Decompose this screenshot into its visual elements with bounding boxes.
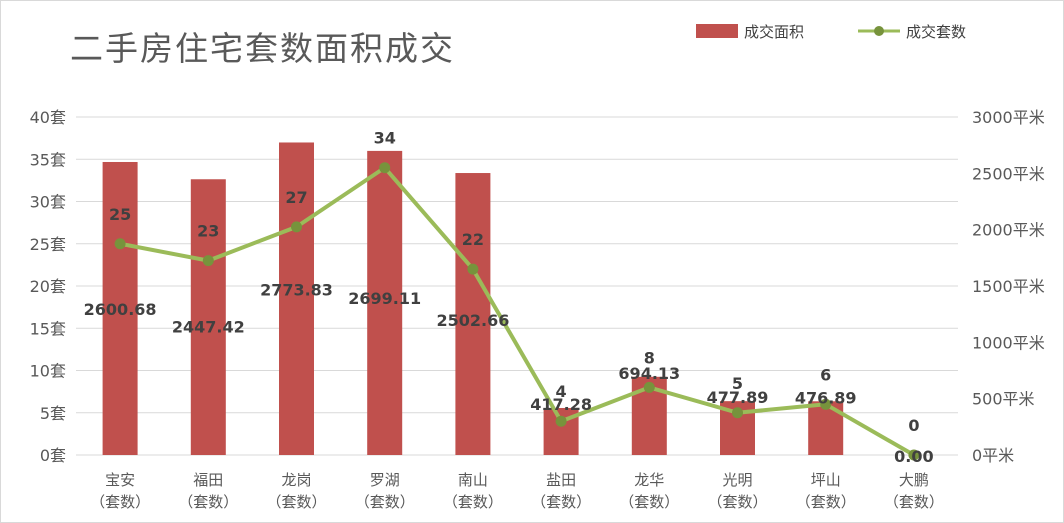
line-count-value-label: 0: [908, 416, 919, 435]
bar-area-value-label: 2773.83: [260, 280, 333, 299]
bar-area: [367, 150, 403, 455]
right-axis: 0平米 500平米 1000平米 1500平米 2000平米 2500平米 3000平米: [972, 108, 1045, 465]
left-axis-tick-label: 10套: [30, 362, 66, 381]
bar-area-value-label: 417.28: [530, 395, 592, 414]
legend-swatch-area: [696, 24, 738, 38]
right-axis-tick-label: 1500平米: [972, 277, 1045, 296]
bar-area-value-label: 476.89: [795, 388, 857, 407]
line-count-point: [114, 238, 126, 250]
line-count-point: [291, 221, 302, 233]
bar-area-value-label: 2447.42: [172, 317, 245, 336]
left-axis-tick-label: 20套: [30, 277, 66, 296]
category-label: 福田: [193, 471, 223, 489]
left-axis-tick-label: 30套: [30, 193, 66, 212]
bar-area-value-label: 2699.11: [348, 289, 421, 308]
line-count-point: [379, 162, 391, 174]
line-layer: [114, 162, 920, 461]
line-count-value-label: 23: [197, 222, 219, 241]
line-count-point: [908, 449, 920, 461]
right-axis-tick-label: 1000平米: [972, 333, 1045, 352]
category-label: 大鹏: [899, 471, 929, 489]
bar-area-value-label: 2502.66: [436, 311, 509, 330]
bars-layer: [102, 142, 844, 456]
category-suffix-label: （套数）: [90, 493, 150, 511]
left-axis-tick-label: 25套: [30, 235, 66, 254]
category-suffix-label: （套数）: [796, 493, 856, 511]
chart-title: 二手房住宅套数面积成交: [70, 29, 455, 68]
legend-label-area: 成交面积: [744, 23, 804, 41]
category-suffix-label: （套数）: [707, 493, 767, 511]
left-axis-tick-label: 15套: [30, 319, 66, 338]
category-label: 盐田: [546, 471, 576, 489]
line-count-point: [467, 263, 479, 275]
left-axis-tick-label: 0套: [40, 446, 66, 465]
bar-area: [279, 142, 314, 456]
category-suffix-label: （套数）: [266, 493, 326, 511]
line-count-value-label: 25: [109, 205, 131, 224]
line-count-value-label: 34: [374, 129, 396, 148]
line-count-value-label: 8: [644, 348, 655, 367]
legend-label-count: 成交套数: [906, 23, 966, 41]
labels-layer: 2600.68 2447.42 2773.83 2699.11 2502.66 417.2…: [84, 129, 934, 466]
category-suffix-label: （套数）: [355, 493, 415, 511]
bar-area: [102, 161, 138, 455]
left-axis: 0套 5套 10套 15套 20套 25套 30套 35套 40套: [30, 108, 66, 465]
category-label: 龙华: [634, 471, 664, 489]
left-axis-tick-label: 40套: [30, 108, 66, 127]
legend: 成交面积 成交套数: [696, 23, 966, 41]
bar-area: [190, 179, 226, 456]
line-count: [119, 165, 915, 457]
category-suffix-label: （套数）: [531, 493, 591, 511]
category-suffix-label: （套数）: [178, 493, 238, 511]
category-label: 南山: [458, 471, 488, 489]
line-count-point: [820, 398, 832, 410]
line-count-value-label: 6: [820, 365, 831, 384]
bar-area-value-label: 477.89: [707, 388, 769, 407]
line-count-value-label: 27: [285, 188, 307, 207]
category-suffix-label: （套数）: [619, 493, 679, 511]
category-label: 坪山: [811, 471, 841, 489]
category-label: 光明: [722, 471, 752, 489]
category-suffix-label: （套数）: [443, 493, 503, 511]
line-count-point: [555, 415, 567, 427]
category-layer: 宝安 （套数） 福田 （套数） 龙岗 （套数） 罗湖 （套数） 南山 （套数） 盐田 （套数） 龙华 （套…: [90, 471, 944, 511]
line-count-point: [202, 255, 214, 267]
right-axis-tick-label: 0平米: [972, 446, 1014, 465]
category-suffix-label: （套数）: [884, 493, 944, 511]
right-axis-tick-label: 2000平米: [972, 221, 1045, 240]
right-axis-tick-label: 3000平米: [972, 108, 1045, 127]
left-axis-tick-label: 35套: [30, 150, 66, 169]
line-count-value-label: 22: [462, 230, 484, 249]
line-count-point: [643, 381, 655, 393]
right-axis-tick-label: 2500平米: [972, 164, 1045, 183]
bar-area-value-label: 0.00: [894, 447, 933, 466]
bar-area-value-label: 2600.68: [84, 300, 157, 319]
bar-area-value-label: 694.13: [618, 364, 680, 383]
category-label: 龙岗: [281, 471, 311, 489]
right-axis-tick-label: 500平米: [972, 390, 1035, 409]
category-label: 罗湖: [370, 471, 400, 489]
category-label: 宝安: [105, 471, 135, 489]
legend-swatch-count-marker: [874, 26, 884, 36]
left-axis-tick-label: 5套: [40, 404, 66, 423]
bar-area: [455, 173, 491, 456]
line-count-value-label: 4: [556, 382, 567, 401]
line-count-value-label: 5: [732, 374, 743, 393]
line-count-point: [732, 407, 743, 419]
